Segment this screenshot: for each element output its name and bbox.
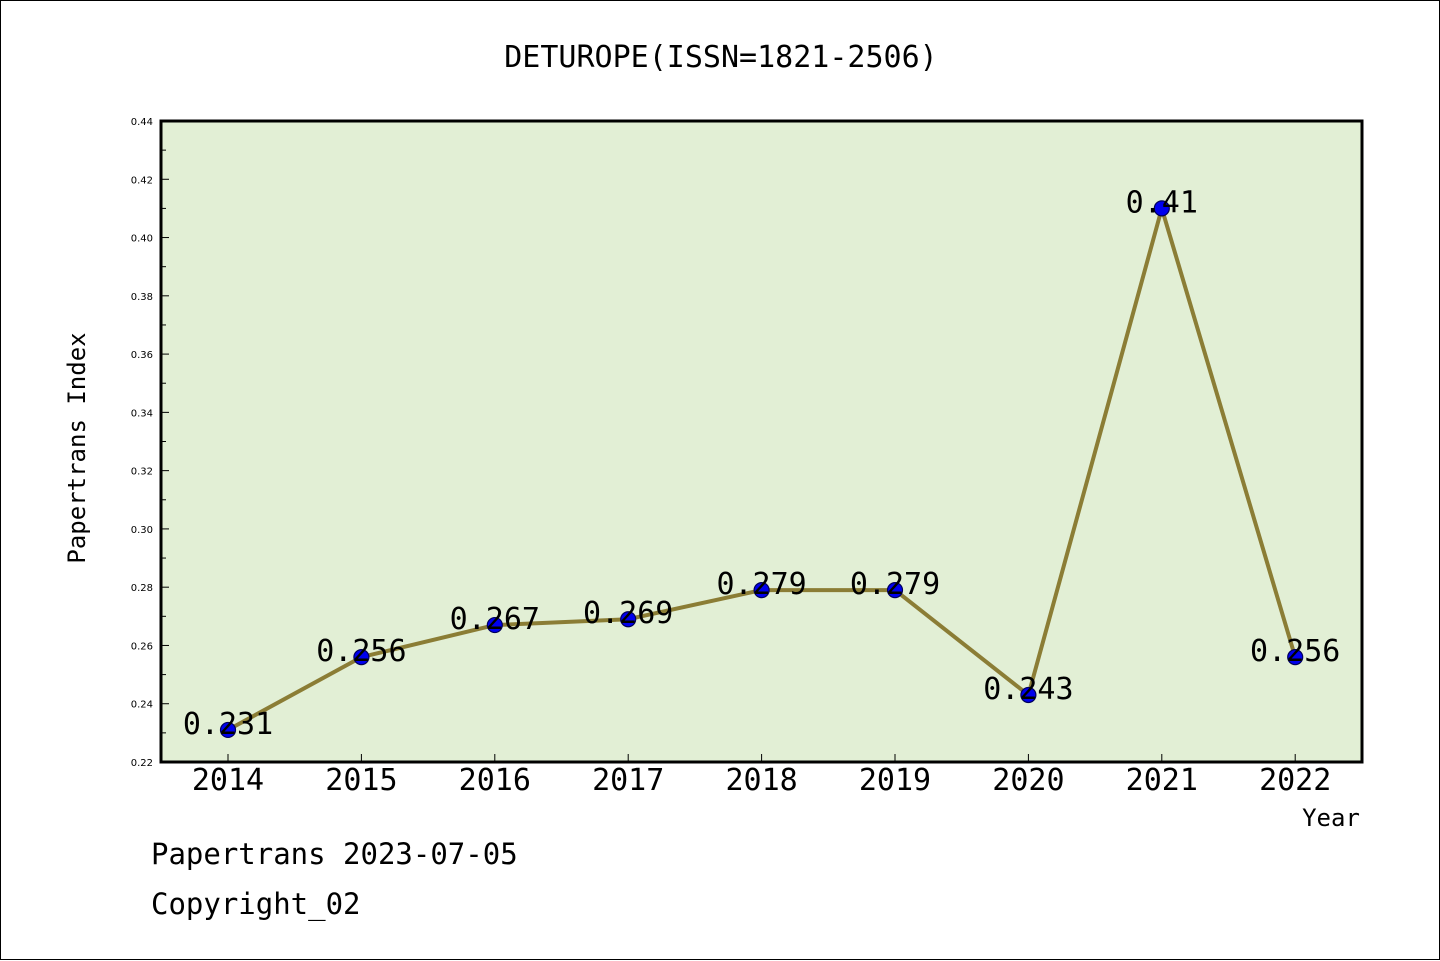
y-tick-label: 0.38 <box>131 292 153 303</box>
data-label: 0.256 <box>1250 634 1340 669</box>
y-tick-label: 0.32 <box>131 467 153 478</box>
x-tick-label: 2020 <box>992 763 1064 798</box>
y-tick-label: 0.26 <box>131 641 153 652</box>
data-label: 0.231 <box>183 707 273 742</box>
data-point <box>353 649 370 666</box>
y-tick-label: 0.44 <box>131 117 153 128</box>
y-tick-label: 0.36 <box>131 350 153 361</box>
data-label: 0.256 <box>316 634 406 669</box>
data-point <box>1287 649 1304 666</box>
x-tick-label: 2019 <box>859 763 931 798</box>
y-tick-label: 0.28 <box>131 583 153 594</box>
data-markers <box>219 200 1304 739</box>
y-axis-label: Papertrans Index <box>63 332 91 563</box>
x-axis: 2014 2015 2016 2017 2018 2019 2020 2021 2022 <box>192 754 1331 798</box>
footer-copyright: Copyright_02 <box>151 887 361 921</box>
data-point <box>620 611 637 628</box>
x-tick-label: 2014 <box>192 763 264 798</box>
x-axis-label: Year <box>1302 804 1360 832</box>
x-tick-label: 2022 <box>1259 763 1331 798</box>
data-point <box>486 616 503 634</box>
data-label: 0.267 <box>450 602 540 637</box>
data-point <box>753 581 770 599</box>
x-tick-label: 2018 <box>725 763 797 798</box>
x-tick-label: 2017 <box>592 763 664 798</box>
data-label: 0.269 <box>583 596 673 631</box>
y-tick-label: 0.22 <box>131 758 153 769</box>
plot-border <box>159 119 1364 764</box>
x-tick-label: 2015 <box>325 763 397 798</box>
y-tick-label: 0.30 <box>131 525 153 536</box>
data-point <box>1153 200 1170 217</box>
x-tick-label: 2021 <box>1126 763 1198 798</box>
data-point <box>1020 686 1037 704</box>
y-tick-label: 0.42 <box>131 175 153 186</box>
y-tick-label: 0.34 <box>131 408 153 419</box>
footer-date: Papertrans 2023-07-05 <box>151 837 518 871</box>
data-label: 0.243 <box>983 672 1073 707</box>
chart-title: DETUROPE(ISSN=1821-2506) <box>504 40 937 75</box>
data-label: 0.41 <box>1126 185 1198 220</box>
data-label: 0.279 <box>716 567 806 602</box>
data-labels: 0.231 0.256 0.267 0.269 0.279 0.279 0.243 0.41 0… <box>183 185 1341 742</box>
y-tick-label: 0.40 <box>131 234 153 245</box>
x-tick-label: 2016 <box>459 763 531 798</box>
data-point <box>219 721 237 739</box>
y-tick-label: 0.24 <box>131 700 153 711</box>
data-label: 0.279 <box>850 567 940 602</box>
data-point <box>886 581 904 599</box>
